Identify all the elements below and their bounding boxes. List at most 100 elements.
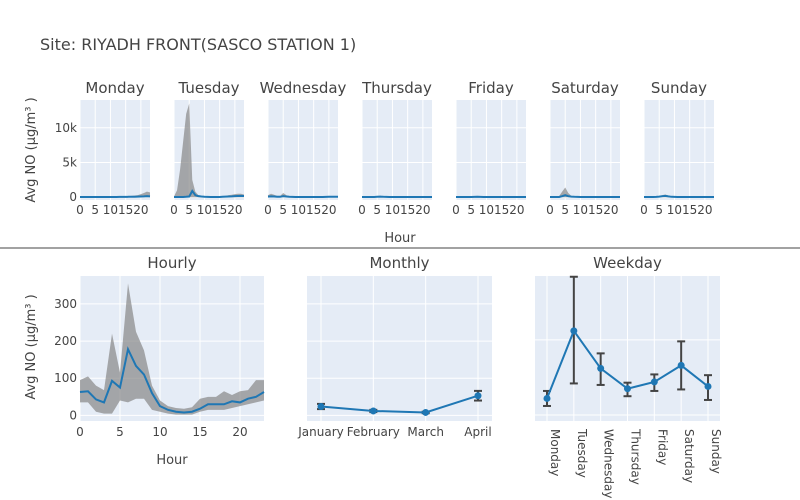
daily-x-tick: 10 <box>385 203 400 217</box>
daily-y-tick: 0 <box>69 190 77 204</box>
daily-confidence-band <box>550 187 620 198</box>
daily-confidence-band <box>174 103 244 198</box>
hourly-x-tick: 20 <box>232 425 247 439</box>
monthly-x-tick: January <box>297 425 344 439</box>
monthly-point <box>317 403 325 410</box>
daily-x-tick: 10 <box>667 203 682 217</box>
monthly-chart: Monthly January February March April <box>297 254 492 439</box>
daily-mean-line <box>80 195 151 198</box>
weekday-x-tick: Sunday <box>709 429 723 474</box>
daily-x-tick: 15 <box>400 203 415 217</box>
daily-y-axis-label: Avg NO (µg/m³ ) <box>24 97 39 202</box>
daily-panel-title: Tuesday <box>177 79 239 97</box>
weekday-point <box>650 378 658 386</box>
weekday-point <box>597 364 605 372</box>
daily-x-tick: 5 <box>91 203 99 217</box>
daily-y-tick: 10k <box>55 121 77 135</box>
weekday-title: Weekday <box>593 254 662 272</box>
daily-plot-bg <box>644 100 714 200</box>
hourly-y-tick: 0 <box>69 408 77 422</box>
daily-plot-bg <box>550 100 620 200</box>
daily-panel-thursday: Thursday 0 5 10 15 20 <box>358 79 432 217</box>
daily-x-tick: 0 <box>170 203 178 217</box>
daily-x-tick: 15 <box>682 203 697 217</box>
daily-x-tick: 5 <box>279 203 287 217</box>
weekday-point <box>570 327 578 335</box>
daily-panel-wednesday: Wednesday 0 5 10 15 20 <box>260 79 347 217</box>
daily-mean-line <box>267 195 338 199</box>
weekday-x-tick: Friday <box>655 429 669 465</box>
daily-panel-title: Monday <box>85 79 144 97</box>
monthly-point <box>422 408 430 416</box>
daily-x-tick: 15 <box>306 203 321 217</box>
weekday-x-tick: Saturday <box>682 429 696 483</box>
daily-x-tick: 5 <box>467 203 475 217</box>
monthly-x-tick: March <box>407 425 444 439</box>
daily-x-tick: 15 <box>494 203 509 217</box>
weekday-point <box>677 361 685 369</box>
daily-panel-title: Thursday <box>361 79 432 97</box>
daily-panel-title: Sunday <box>651 79 707 97</box>
daily-x-tick: 20 <box>697 203 712 217</box>
weekday-point <box>704 382 712 390</box>
monthly-title: Monthly <box>369 254 429 272</box>
daily-x-tick: 20 <box>133 203 148 217</box>
monthly-x-tick: February <box>347 425 400 439</box>
daily-plot-bg <box>362 100 432 200</box>
hourly-y-tick: 300 <box>54 297 77 311</box>
monthly-plot-bg <box>307 276 492 421</box>
weekday-x-tick: Tuesday <box>575 428 589 478</box>
hourly-y-tick: 200 <box>54 334 77 348</box>
hourly-confidence-band <box>80 283 264 415</box>
daily-y-tick: 5k <box>62 156 77 170</box>
hourly-x-tick: 0 <box>76 425 84 439</box>
daily-x-tick: 0 <box>358 203 366 217</box>
daily-panel-title: Wednesday <box>260 79 347 97</box>
daily-x-tick: 15 <box>118 203 133 217</box>
daily-x-tick: 5 <box>655 203 663 217</box>
daily-panel-friday: Friday 0 5 10 15 20 <box>452 79 526 217</box>
daily-x-tick: 20 <box>321 203 336 217</box>
daily-x-tick: 15 <box>212 203 227 217</box>
daily-x-tick: 15 <box>588 203 603 217</box>
daily-x-tick: 10 <box>103 203 118 217</box>
monthly-point <box>369 407 377 415</box>
hourly-x-tick: 5 <box>116 425 124 439</box>
weekday-x-tick: Wednesday <box>602 429 616 498</box>
weekday-x-tick: Thursday <box>629 428 643 485</box>
hourly-title: Hourly <box>147 254 196 272</box>
daily-x-tick: 10 <box>291 203 306 217</box>
daily-x-tick: 10 <box>197 203 212 217</box>
hourly-mean-line <box>79 346 265 414</box>
monthly-point <box>474 392 482 400</box>
daily-panel-tuesday: Tuesday 0 5 10 15 20 <box>170 79 245 217</box>
weekday-chart: Weekday Monday Tuesday Wednesday Thursday Fri… <box>535 254 723 498</box>
monthly-x-tick: April <box>464 425 491 439</box>
daily-panel-title: Saturday <box>551 79 619 97</box>
daily-x-tick: 10 <box>573 203 588 217</box>
weekday-point <box>624 385 631 393</box>
daily-x-tick: 0 <box>76 203 84 217</box>
daily-panel-sunday: Sunday 0 5 10 15 20 <box>640 79 714 217</box>
weekday-x-tick: Monday <box>548 429 562 476</box>
hourly-y-tick: 100 <box>54 371 77 385</box>
daily-x-tick: 5 <box>561 203 569 217</box>
daily-mean-line <box>644 194 714 199</box>
daily-x-tick: 0 <box>452 203 460 217</box>
hourly-x-axis-label: Hour <box>156 453 188 468</box>
weekday-point <box>543 394 551 402</box>
daily-mean-line <box>550 194 620 199</box>
hourly-y-axis-label: Avg NO (µg/m³ ) <box>24 294 39 399</box>
daily-plot-bg <box>268 100 338 200</box>
hourly-x-tick: 15 <box>192 425 207 439</box>
daily-plot-bg <box>80 100 150 200</box>
daily-panel-monday: Monday 0 5 10 15 20 0 5k 10k <box>55 79 151 217</box>
daily-x-tick: 0 <box>640 203 648 217</box>
daily-plot-bg <box>456 100 526 200</box>
daily-x-tick: 20 <box>509 203 524 217</box>
monthly-mean-line <box>320 394 479 414</box>
daily-x-tick: 10 <box>479 203 494 217</box>
